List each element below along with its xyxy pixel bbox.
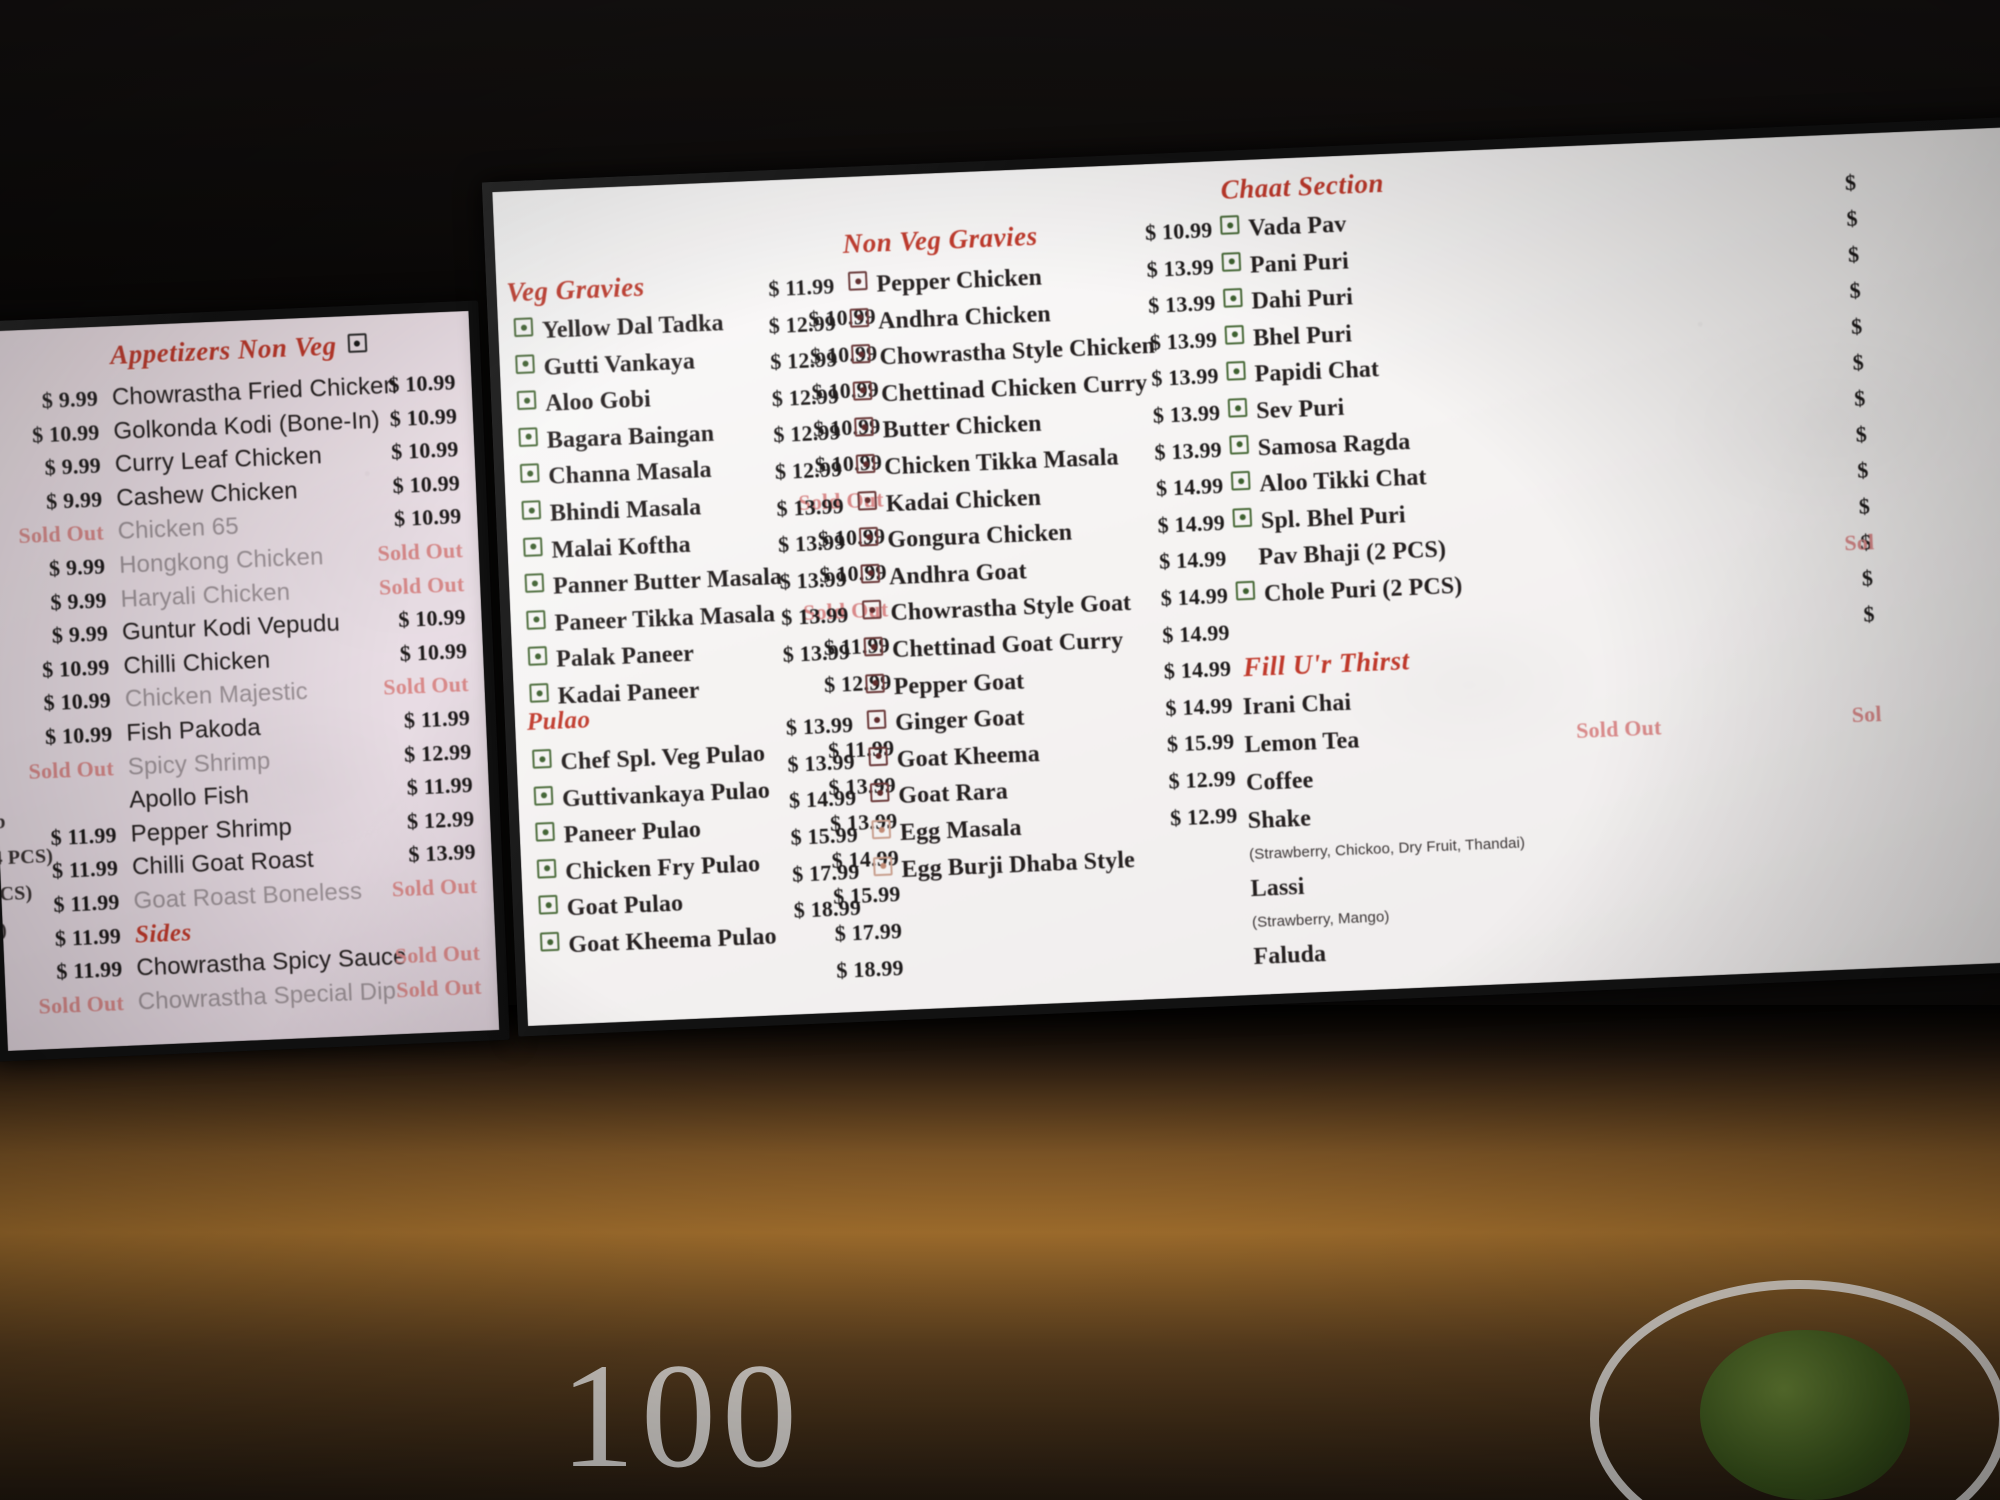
left-menu-screen: Appetizers Non Veg gab(4 PCS)PCS)S)l $ 9… [0,300,510,1062]
left-screen-bezel [0,300,510,1062]
right-screen-bezel [481,115,2000,1037]
logo-leaf-decor [1700,1330,1910,1500]
background-logo-text: 100 [560,1333,803,1499]
right-menu-screen: Veg Gravies Yellow Dal Tadka Gutti Vankay… [481,115,2000,1037]
